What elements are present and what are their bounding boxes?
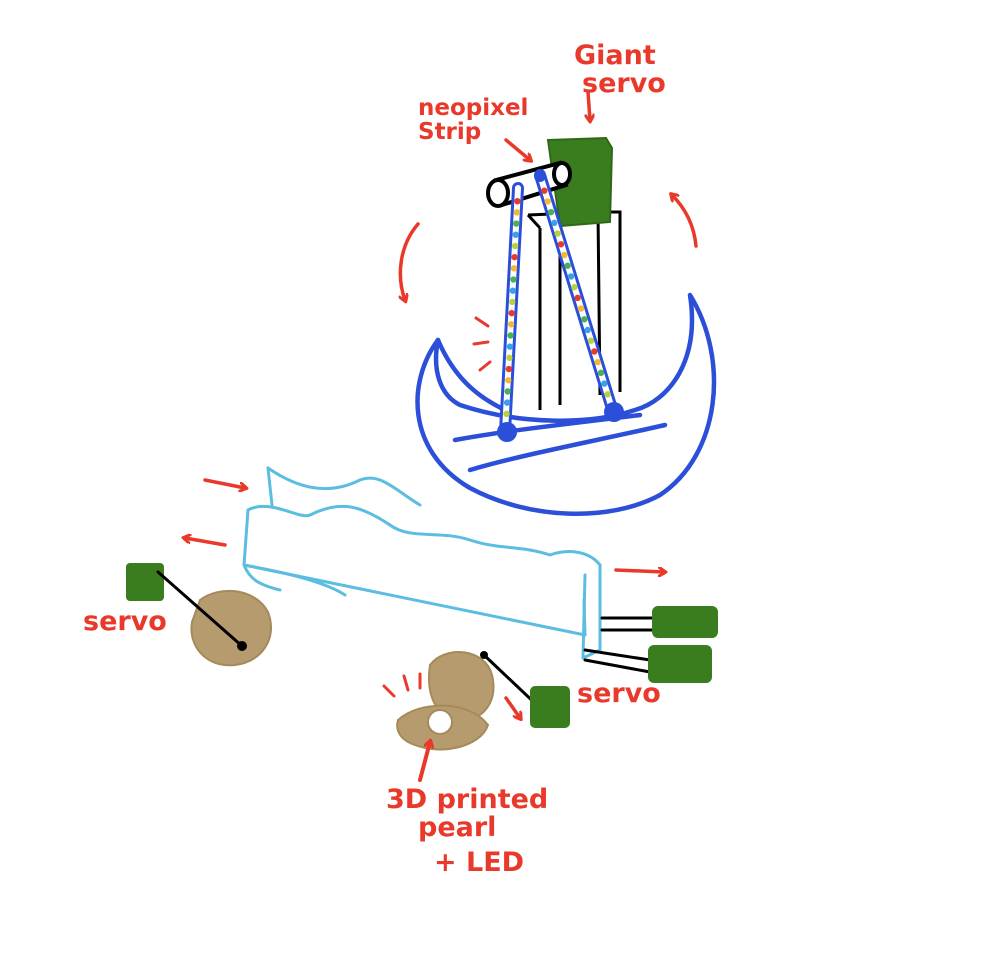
pearl-arrow-icon bbox=[418, 742, 430, 782]
glow-ticks bbox=[472, 316, 492, 372]
label-giant-servo-line2: servo bbox=[582, 68, 666, 100]
label-neopixel-line1: neopixel bbox=[418, 95, 529, 121]
led-dot bbox=[571, 283, 578, 291]
servo-icon bbox=[126, 563, 164, 601]
neopixel-strip-icon bbox=[497, 169, 624, 442]
led-dot bbox=[513, 220, 520, 227]
led-dot bbox=[505, 377, 512, 384]
led-dot bbox=[604, 391, 611, 398]
led-dot bbox=[504, 388, 511, 395]
led-dot bbox=[577, 305, 585, 312]
led-dot bbox=[581, 316, 588, 323]
wave-arrow-icon bbox=[614, 570, 664, 572]
wave-arrow-icon bbox=[185, 538, 227, 547]
led-dot bbox=[506, 343, 514, 350]
led-dot bbox=[507, 321, 515, 328]
led-dots-right bbox=[541, 187, 611, 398]
led-dot bbox=[567, 273, 575, 280]
wave-arrow-icon bbox=[203, 478, 245, 488]
led-dot bbox=[503, 399, 511, 406]
shell-icon bbox=[190, 589, 272, 667]
strip-anchor bbox=[534, 170, 546, 182]
led-dot bbox=[584, 326, 591, 334]
led-dot bbox=[506, 354, 513, 362]
servo-arrow-icon bbox=[504, 696, 520, 718]
led-dot bbox=[554, 230, 561, 237]
led-dot bbox=[574, 294, 581, 302]
led-dot bbox=[587, 337, 595, 344]
led-dot bbox=[557, 241, 565, 248]
led-dot bbox=[509, 287, 517, 294]
led-dot bbox=[547, 208, 555, 216]
led-dot bbox=[544, 198, 551, 205]
pearl-icon bbox=[427, 709, 453, 735]
left-shell-assembly bbox=[126, 563, 272, 667]
label-giant-servo: Giant servo bbox=[574, 40, 666, 100]
arrow-neopixel-icon bbox=[504, 138, 530, 160]
label-pearl-line1: 3D printed bbox=[386, 784, 549, 815]
label-pearl: 3D printed pearl + LED bbox=[386, 784, 549, 878]
boat-hull bbox=[415, 292, 717, 517]
swing-arrow-right-icon bbox=[672, 195, 698, 248]
label-giant-servo-line1: Giant bbox=[574, 40, 656, 71]
led-dot bbox=[509, 298, 516, 306]
servo-pair-right bbox=[583, 606, 718, 683]
pearl-shell-assembly bbox=[382, 651, 570, 782]
label-neopixel-strip: neopixel Strip bbox=[418, 96, 528, 144]
led-dot bbox=[511, 242, 519, 250]
led-dot bbox=[508, 309, 515, 317]
led-dot bbox=[507, 332, 514, 339]
swing-arrow-left-icon bbox=[400, 222, 420, 300]
led-dot bbox=[503, 410, 510, 418]
label-neopixel-line2: Strip bbox=[418, 119, 482, 146]
led-dots-left bbox=[503, 197, 521, 418]
servo-icon bbox=[648, 645, 712, 683]
strip-anchor bbox=[497, 422, 517, 442]
led-dot bbox=[601, 380, 608, 387]
pirate-ship bbox=[415, 136, 717, 517]
label-servo-left: servo bbox=[83, 606, 167, 637]
waves-panel bbox=[242, 466, 602, 660]
led-dot bbox=[510, 276, 517, 283]
led-dot bbox=[591, 348, 598, 355]
led-dot bbox=[511, 253, 518, 261]
label-servo-right: servo bbox=[577, 678, 661, 709]
led-dot bbox=[512, 231, 519, 238]
label-pearl-line2: pearl bbox=[418, 812, 497, 844]
glow-ticks bbox=[382, 672, 422, 698]
led-dot bbox=[594, 358, 601, 366]
led-dot bbox=[513, 209, 521, 216]
servo-icon bbox=[530, 686, 570, 728]
led-dot bbox=[510, 265, 518, 272]
led-dot bbox=[541, 187, 548, 194]
led-dot bbox=[597, 369, 605, 377]
led-dot bbox=[505, 365, 513, 373]
led-dot bbox=[561, 251, 568, 259]
servo-icon bbox=[652, 606, 718, 638]
led-dot bbox=[514, 197, 521, 205]
giant-servo-icon bbox=[546, 136, 614, 228]
led-dot bbox=[551, 219, 558, 227]
strip-anchor bbox=[604, 402, 624, 422]
arrow-giant-servo-icon bbox=[588, 90, 590, 120]
label-pearl-line3: + LED bbox=[434, 846, 525, 878]
led-dot bbox=[564, 262, 571, 269]
